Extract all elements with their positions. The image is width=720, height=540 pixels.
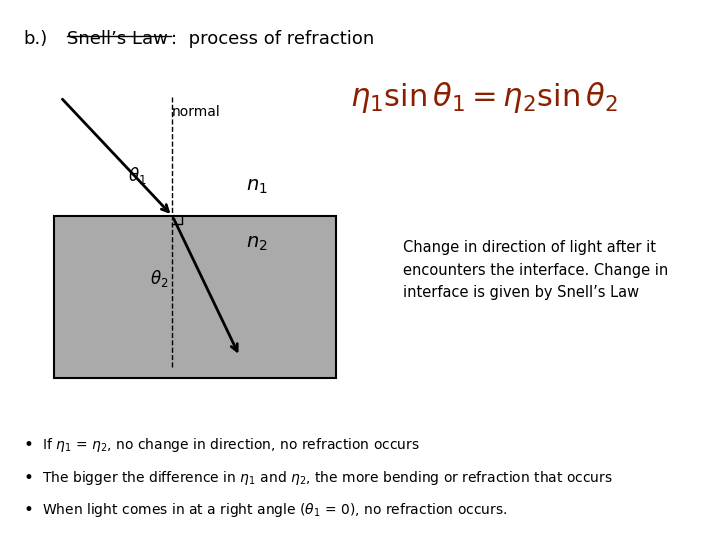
- Text: $n_1$: $n_1$: [246, 177, 268, 196]
- Text: The bigger the difference in $\eta_1$ and $\eta_2$, the more bending or refracti: The bigger the difference in $\eta_1$ an…: [42, 469, 613, 487]
- Bar: [54, 216, 336, 378]
- Text: Snell’s Law: Snell’s Law: [67, 30, 168, 48]
- Text: :  process of refraction: : process of refraction: [171, 30, 374, 48]
- Text: •: •: [23, 469, 33, 487]
- Text: b.): b.): [24, 30, 48, 48]
- Text: Change in direction of light after it
encounters the interface. Change in
interf: Change in direction of light after it en…: [403, 240, 669, 300]
- Text: If $\eta_1$ = $\eta_2$, no change in direction, no refraction occurs: If $\eta_1$ = $\eta_2$, no change in dir…: [42, 436, 420, 455]
- Text: $n_2$: $n_2$: [246, 233, 268, 253]
- Text: •: •: [23, 436, 33, 455]
- Text: $\theta_2$: $\theta_2$: [150, 268, 168, 288]
- Text: $\theta_1$: $\theta_1$: [128, 165, 147, 186]
- Text: When light comes in at a right angle ($\theta_1$ = 0), no refraction occurs.: When light comes in at a right angle ($\…: [42, 501, 507, 519]
- Text: $\eta_1\sin\theta_1 = \eta_2\sin\theta_2$: $\eta_1\sin\theta_1 = \eta_2\sin\theta_2…: [351, 80, 618, 114]
- Text: normal: normal: [171, 105, 220, 119]
- Text: •: •: [23, 501, 33, 519]
